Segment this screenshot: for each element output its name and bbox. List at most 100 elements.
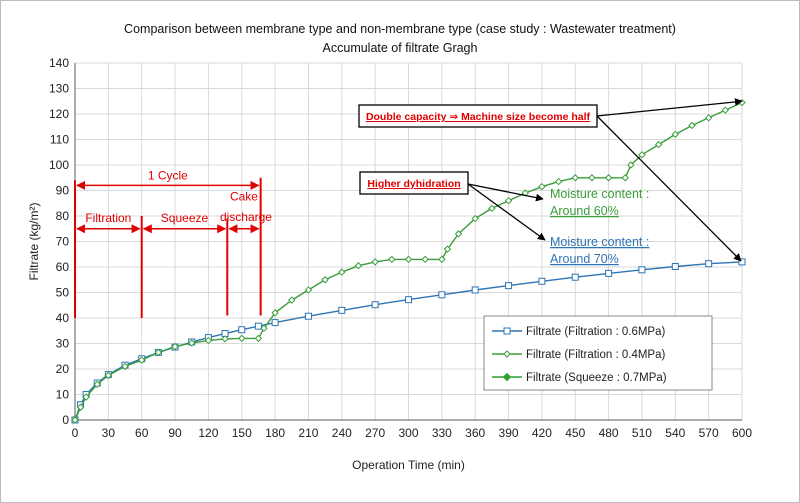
squeeze-label: Squeeze [161, 211, 209, 225]
data-point [405, 296, 412, 304]
y-tick-label: 130 [49, 82, 69, 96]
y-tick-label: 100 [49, 158, 69, 172]
data-point [371, 301, 379, 309]
callout-arrow [596, 98, 743, 117]
data-point [621, 174, 629, 182]
cake-label: Cake [230, 190, 258, 204]
legend-label: Filtrate (Filtration : 0.6MPa) [526, 326, 665, 338]
data-point [188, 339, 196, 347]
y-tick-label: 140 [49, 56, 69, 70]
series-2 [71, 98, 746, 424]
data-point [571, 273, 579, 281]
data-point [502, 372, 512, 382]
x-tick-label: 210 [298, 426, 318, 440]
x-tick-label: 510 [632, 426, 652, 440]
data-point [627, 161, 635, 169]
y-axis-title: Filtrate (kg/m²) [27, 202, 41, 280]
callout-arrow [596, 115, 742, 262]
moisture-blue-line1: Moisture content : [550, 235, 649, 249]
y-tick-label: 50 [56, 286, 70, 300]
y-tick-label: 20 [56, 362, 70, 376]
data-point [271, 309, 279, 317]
data-point [671, 130, 680, 139]
data-point [321, 276, 329, 284]
x-tick-label: 180 [265, 426, 285, 440]
data-point [454, 230, 463, 238]
y-tick-label: 90 [56, 184, 70, 198]
data-point [471, 214, 479, 223]
filtration-label: Filtration [85, 211, 131, 225]
data-point [654, 140, 663, 149]
data-point [71, 416, 79, 424]
data-point [438, 291, 446, 299]
moisture-green-line2: Around 60% [550, 204, 619, 218]
moisture-blue-line2: Around 70% [550, 252, 619, 266]
x-tick-label: 120 [198, 426, 218, 440]
higher-dehydration-box [359, 171, 469, 195]
data-point [82, 393, 90, 401]
data-point [271, 319, 279, 327]
series-line [74, 101, 743, 421]
data-point [93, 380, 101, 389]
data-point [104, 371, 113, 380]
x-tick-label: 300 [398, 426, 418, 440]
data-point [721, 106, 730, 114]
x-tick-label: 0 [72, 426, 79, 440]
data-point [438, 255, 446, 264]
data-point [538, 277, 546, 285]
legend-item: Filtrate (Filtration : 0.4MPa) [492, 349, 665, 361]
data-point [605, 269, 613, 277]
x-tick-label: 90 [168, 426, 182, 440]
discharge-label: discharge [220, 210, 272, 224]
data-point [638, 266, 646, 274]
data-point [388, 255, 396, 264]
moisture-green-line1: Moisture content : [550, 187, 649, 201]
x-tick-label: 570 [699, 426, 719, 440]
data-point [704, 114, 713, 122]
y-tick-label: 120 [49, 107, 69, 121]
legend-label: Filtrate (Filtration : 0.4MPa) [526, 349, 665, 361]
data-point [304, 312, 312, 320]
x-tick-label: 540 [665, 426, 685, 440]
x-tick-label: 480 [599, 426, 619, 440]
y-tick-label: 30 [56, 337, 70, 351]
data-point [338, 268, 346, 276]
data-point [260, 324, 268, 332]
data-point [154, 348, 163, 357]
x-axis-title: Operation Time (min) [352, 458, 465, 472]
series [71, 98, 746, 424]
data-point [471, 286, 479, 294]
data-point [443, 245, 452, 253]
x-tick-label: 600 [732, 426, 752, 440]
data-point [254, 322, 262, 330]
callout-arrow [467, 183, 546, 241]
y-tick-label: 60 [56, 260, 70, 274]
data-point [76, 403, 85, 411]
data-point [503, 327, 511, 335]
data-point [221, 335, 229, 343]
x-tick-label: 420 [532, 426, 552, 440]
legend-item: Filtrate (Squeeze : 0.7MPa) [492, 372, 667, 384]
data-point [688, 121, 696, 130]
legend-item: Filtrate (Filtration : 0.6MPa) [492, 326, 665, 338]
data-point [705, 260, 713, 268]
data-point [505, 282, 513, 290]
data-point [371, 258, 379, 266]
data-point [504, 196, 513, 205]
data-point [604, 174, 613, 182]
y-tick-label: 70 [56, 235, 70, 249]
data-point [503, 350, 511, 358]
data-point [571, 174, 579, 182]
data-point [421, 255, 429, 264]
data-point [137, 356, 146, 364]
legend: Filtrate (Filtration : 0.6MPa) Filtrate (… [483, 315, 713, 391]
x-tick-label: 450 [565, 426, 585, 440]
data-point [738, 98, 746, 107]
data-point [288, 296, 296, 304]
legend-label: Filtrate (Squeeze : 0.7MPa) [526, 372, 667, 384]
data-point [588, 174, 596, 182]
data-point [171, 342, 179, 351]
data-point [738, 258, 746, 266]
